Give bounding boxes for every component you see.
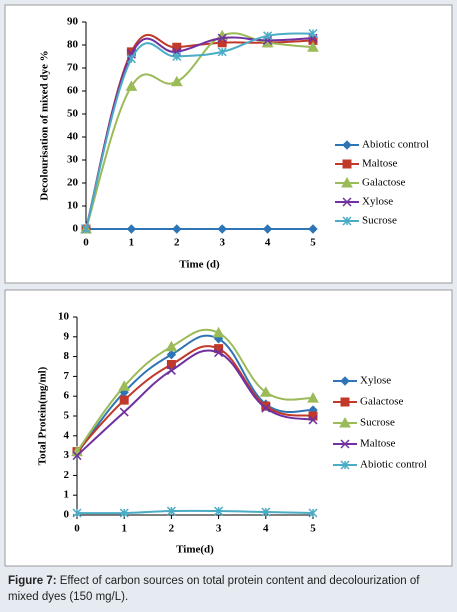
legend-label: Galactose: [362, 177, 405, 189]
marker: [262, 224, 273, 234]
legend-marker: [342, 140, 352, 150]
marker: [217, 47, 227, 57]
y-tick-label: 40: [67, 131, 79, 143]
x-axis-label: Time(d): [176, 544, 214, 556]
panel: [4, 4, 453, 284]
legend-marker: [340, 376, 350, 386]
x-tick-label: 5: [310, 237, 316, 249]
marker: [214, 506, 224, 516]
y-tick-label: 2: [64, 469, 70, 481]
x-tick-label: 3: [219, 237, 225, 249]
y-tick-label: 0: [73, 223, 79, 235]
y-tick-label: 20: [67, 177, 79, 189]
marker: [126, 54, 136, 64]
marker: [166, 349, 177, 360]
legend-marker: [339, 416, 351, 428]
marker: [307, 41, 319, 52]
marker: [126, 224, 137, 234]
y-tick-label: 4: [64, 429, 70, 441]
marker: [214, 348, 224, 358]
marker: [119, 395, 129, 405]
marker: [308, 28, 318, 39]
marker: [166, 506, 176, 516]
y-tick-label: 50: [67, 108, 79, 120]
x-tick-label: 0: [74, 523, 80, 535]
y-tick-label: 90: [67, 16, 79, 28]
marker: [261, 403, 271, 413]
marker: [170, 75, 183, 87]
series-line: [76, 509, 314, 515]
x-tick-label: 2: [174, 237, 180, 249]
legend-label: Sucrose: [362, 215, 397, 227]
y-tick-label: 0: [64, 509, 70, 521]
x-tick-label: 1: [121, 523, 127, 535]
legend-marker: [342, 216, 352, 226]
x-tick-label: 4: [265, 237, 271, 249]
x-axis-label: Time (d): [179, 259, 220, 271]
legend-marker: [342, 159, 352, 169]
marker: [125, 80, 138, 91]
legend-marker: [340, 460, 350, 470]
y-tick-label: 7: [64, 370, 70, 382]
marker: [308, 224, 318, 234]
x-tick-label: 1: [129, 237, 135, 249]
caption-label: Figure 7:: [8, 575, 57, 587]
legend-label: Abiotic control: [362, 139, 429, 151]
y-tick-label: 80: [67, 39, 79, 51]
legend-label: Maltose: [360, 438, 396, 450]
x-tick-label: 2: [169, 523, 175, 535]
legend-label: Maltose: [362, 158, 398, 170]
marker: [81, 224, 91, 234]
y-tick-label: 60: [67, 85, 79, 97]
y-tick-label: 3: [64, 449, 70, 461]
y-tick-label: 8: [64, 350, 70, 362]
y-tick-label: 10: [67, 200, 79, 212]
marker: [165, 340, 178, 352]
marker: [212, 326, 225, 338]
x-tick-label: 4: [263, 523, 269, 535]
panel: [4, 289, 453, 567]
legend-label: Abiotic control: [360, 459, 427, 471]
y-tick-label: 5: [64, 410, 70, 422]
marker: [307, 392, 319, 403]
legend-label: Galactose: [360, 396, 403, 408]
marker: [217, 224, 227, 234]
y-tick-label: 30: [67, 154, 79, 166]
y-tick-label: 6: [64, 390, 70, 402]
marker: [259, 386, 272, 397]
marker: [166, 365, 176, 375]
marker: [119, 407, 129, 417]
legend-marker: [340, 439, 350, 449]
legend-label: Sucrose: [360, 417, 395, 429]
y-tick-label: 10: [58, 311, 70, 323]
marker: [72, 451, 82, 461]
y-axis-label: Total Protein(mg/ml): [37, 366, 49, 465]
marker: [172, 224, 182, 234]
y-tick-label: 70: [67, 62, 79, 74]
caption: Figure 7: Effect of carbon sources on to…: [8, 573, 450, 605]
legend-label: Xylose: [360, 375, 391, 387]
marker: [119, 508, 129, 518]
marker: [263, 31, 273, 41]
x-tick-label: 0: [83, 237, 89, 249]
marker: [72, 508, 82, 518]
y-axis-label: Decolourisation of mixed dye %: [39, 50, 51, 200]
legend-marker: [341, 176, 353, 188]
marker: [172, 51, 182, 62]
y-tick-label: 1: [64, 489, 70, 501]
x-tick-label: 5: [310, 523, 316, 535]
legend-label: Xylose: [362, 196, 393, 208]
legend-marker: [342, 197, 352, 207]
caption-text: Effect of carbon sources on total protei…: [8, 575, 420, 603]
legend-marker: [340, 397, 350, 407]
marker: [261, 507, 271, 517]
marker: [308, 415, 318, 425]
x-tick-label: 3: [216, 523, 222, 535]
marker: [118, 380, 131, 391]
y-tick-label: 9: [64, 330, 70, 342]
marker: [217, 33, 227, 43]
marker: [308, 508, 318, 518]
